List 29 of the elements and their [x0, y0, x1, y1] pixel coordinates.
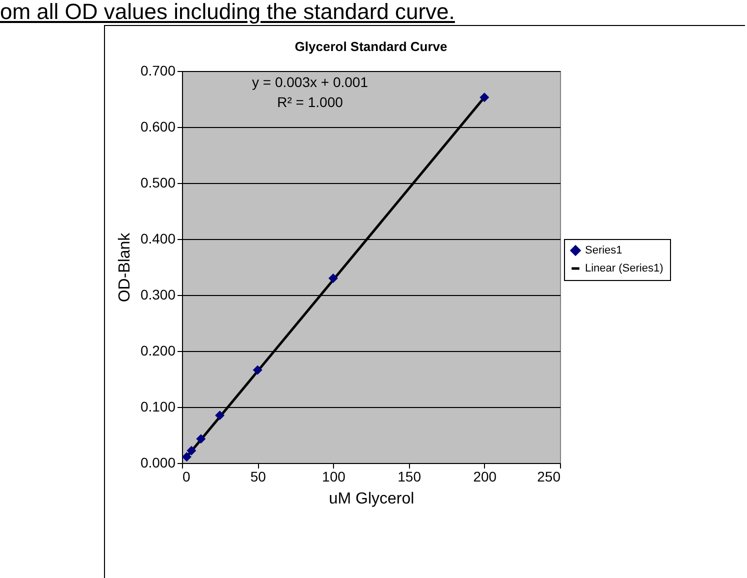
y-tick-label: 0.600: [140, 118, 176, 134]
point: [252, 365, 262, 375]
point: [215, 410, 225, 420]
y-tick-label: 0.400: [140, 230, 176, 246]
y-tick-label: 0.000: [140, 454, 176, 470]
point: [328, 273, 338, 283]
point: [480, 92, 490, 102]
annotation: y = 0.003x + 0.001: [252, 74, 368, 90]
x-tick-label: 50: [250, 468, 266, 484]
y-tick-label: 0.500: [140, 174, 176, 190]
x-tick-label: 0: [182, 468, 190, 484]
point: [196, 434, 206, 444]
x-tick-label: 200: [473, 468, 497, 484]
y-tick-label: 0.200: [140, 342, 176, 358]
y-tick-label: 0.300: [140, 286, 176, 302]
x-tick-label: 150: [398, 468, 422, 484]
y-tick-label: 0.100: [140, 398, 176, 414]
point: [186, 446, 196, 456]
y-axis-title: OD-Blank: [116, 232, 134, 302]
y-tick-label: 0.700: [140, 62, 176, 78]
x-axis-title: uM Glycerol: [328, 490, 414, 508]
x-tick-label: 100: [322, 468, 346, 484]
legend-label: Linear (Series1): [585, 262, 664, 274]
point: [182, 452, 192, 462]
x-tick-label: 250: [537, 468, 561, 484]
legend-label: Series1: [585, 244, 622, 256]
annotation: R² = 1.000: [277, 94, 344, 110]
text: om all OD values including the standard curve.: [0, 0, 455, 24]
chart-title: Glycerol Standard Curve: [294, 39, 448, 54]
